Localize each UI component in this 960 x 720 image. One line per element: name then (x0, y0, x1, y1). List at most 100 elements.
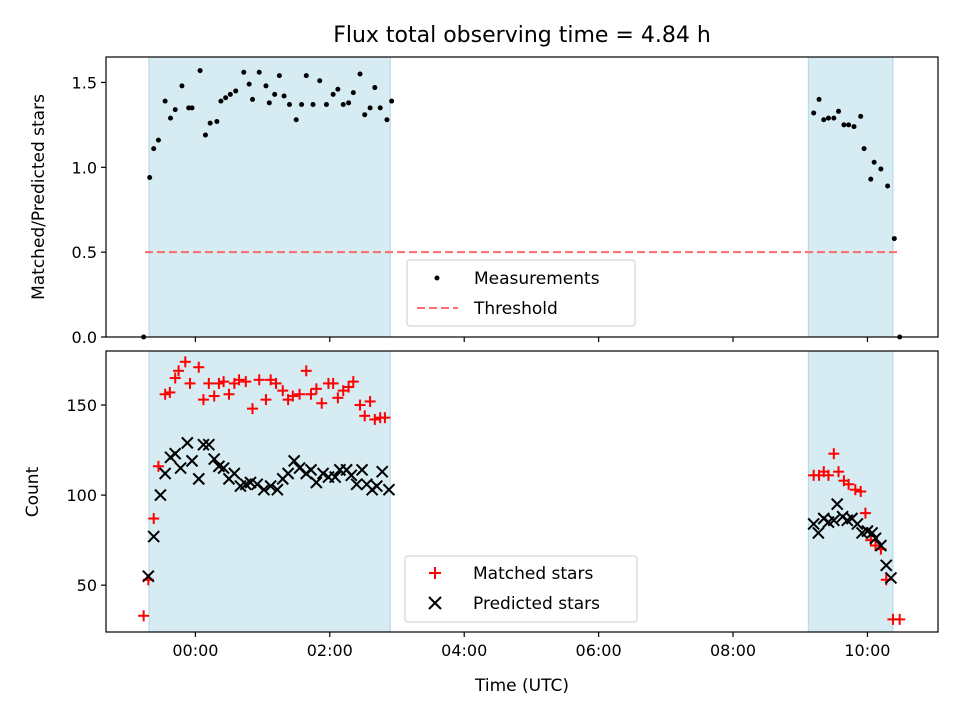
predicted-star-point (376, 465, 389, 478)
matched-star-point (233, 374, 245, 386)
bottom-legend-box (404, 555, 638, 623)
predicted-star-point (350, 478, 363, 491)
predicted-star-point (355, 463, 369, 477)
xtick-label: 02:00 (307, 641, 353, 660)
matched-star-point (822, 469, 834, 481)
top-ytick-label: 1.0 (72, 158, 97, 177)
measurement-point (168, 115, 174, 121)
predicted-star-point (827, 514, 841, 527)
measurement-point (214, 118, 220, 124)
legend-threshold-label: Threshold (473, 299, 558, 319)
bottom-legend: Matched stars Predicted stars (404, 555, 638, 623)
matched-star-point (179, 356, 191, 368)
measurement-point (377, 105, 383, 111)
bottom-y-axis-label: Count (23, 466, 43, 517)
measurement-point (172, 107, 178, 113)
legend-predicted-marker (428, 596, 442, 610)
measurement-point (861, 146, 867, 152)
matched-star-point (300, 365, 312, 377)
measurement-point (241, 69, 247, 75)
matched-star-point (240, 376, 252, 388)
predicted-star-point (271, 483, 284, 496)
matched-star-point (208, 390, 220, 402)
top-ytick-label: 1.5 (72, 73, 97, 92)
matched-star-point (316, 397, 328, 409)
predicted-star-point (207, 452, 221, 466)
matched-star-point (359, 410, 371, 422)
legend-matched-label: Matched stars (473, 564, 593, 584)
predicted-star-point (807, 517, 820, 531)
measurement-point (816, 96, 822, 102)
predicted-star-point (830, 497, 844, 511)
legend-predicted-label: Predicted stars (473, 594, 600, 614)
matched-star-point (169, 372, 181, 384)
matched-star-point (894, 613, 906, 625)
measurement-point (233, 88, 239, 94)
measurement-point (372, 85, 378, 91)
measurement-point (841, 122, 847, 128)
xtick-label: 00:00 (172, 641, 218, 660)
predicted-star-point (316, 467, 330, 480)
measurement-point (317, 78, 323, 84)
observing-window-band (148, 350, 391, 633)
measurement-point (357, 71, 363, 77)
measurement-point (202, 132, 208, 138)
predicted-star-point (174, 461, 187, 475)
top-legend-box (406, 259, 636, 327)
predicted-star-point (865, 526, 879, 540)
measurement-point (335, 86, 341, 92)
matched-star-point (138, 610, 150, 622)
measurement-point (831, 115, 837, 121)
measurement-point (299, 102, 305, 108)
matched-star-point (294, 388, 306, 400)
measurement-point (303, 73, 309, 79)
measurement-point (362, 112, 368, 118)
xtick-label: 04:00 (441, 641, 487, 660)
matched-star-point (343, 381, 355, 393)
measurement-point (825, 115, 831, 121)
matched-star-point (859, 507, 871, 519)
measurement-point (891, 236, 897, 242)
predicted-star-point (310, 476, 323, 489)
predicted-star-point (304, 463, 318, 477)
matched-star-point (197, 394, 209, 406)
measurement-point (223, 95, 229, 101)
xtick-label: 06:00 (576, 641, 622, 660)
measurement-point (179, 83, 185, 89)
measurement-point (293, 117, 299, 123)
measurement-point (147, 174, 153, 180)
measurement-point (155, 137, 161, 143)
bottom-ytick-label: 150 (66, 396, 97, 415)
measurement-point (162, 98, 168, 104)
measurement-point (350, 90, 356, 96)
top-y-axis-label: Matched/Predicted stars (29, 94, 49, 300)
measurement-point (286, 102, 292, 108)
matched-star-point (364, 395, 376, 407)
matched-star-point (159, 388, 171, 400)
predicted-star-point (287, 454, 301, 468)
measurement-point (367, 105, 373, 111)
legend-matched-marker (429, 567, 441, 579)
matched-star-point (843, 478, 855, 490)
predicted-star-point (874, 539, 888, 552)
measurement-point (197, 68, 203, 74)
measurement-point (340, 102, 346, 108)
observing-window-band (807, 350, 894, 633)
predicted-star-point (181, 436, 194, 450)
matched-star-point (855, 486, 867, 497)
predicted-star-point (202, 438, 216, 451)
measurement-point (310, 102, 316, 108)
measurement-point (811, 110, 817, 116)
matched-star-point (347, 376, 359, 388)
predicted-star-point (169, 447, 182, 460)
predicted-star-point (345, 469, 358, 482)
top-panel: 0.0 0.5 1.0 1.5 Matched/Predicted stars Mea… (29, 56, 939, 347)
predicted-star-point (142, 569, 155, 583)
measurement-point (263, 83, 269, 89)
matched-star-point (152, 460, 164, 472)
matched-star-point (223, 388, 235, 400)
matched-star-point (148, 513, 160, 525)
measurement-point (276, 73, 282, 79)
